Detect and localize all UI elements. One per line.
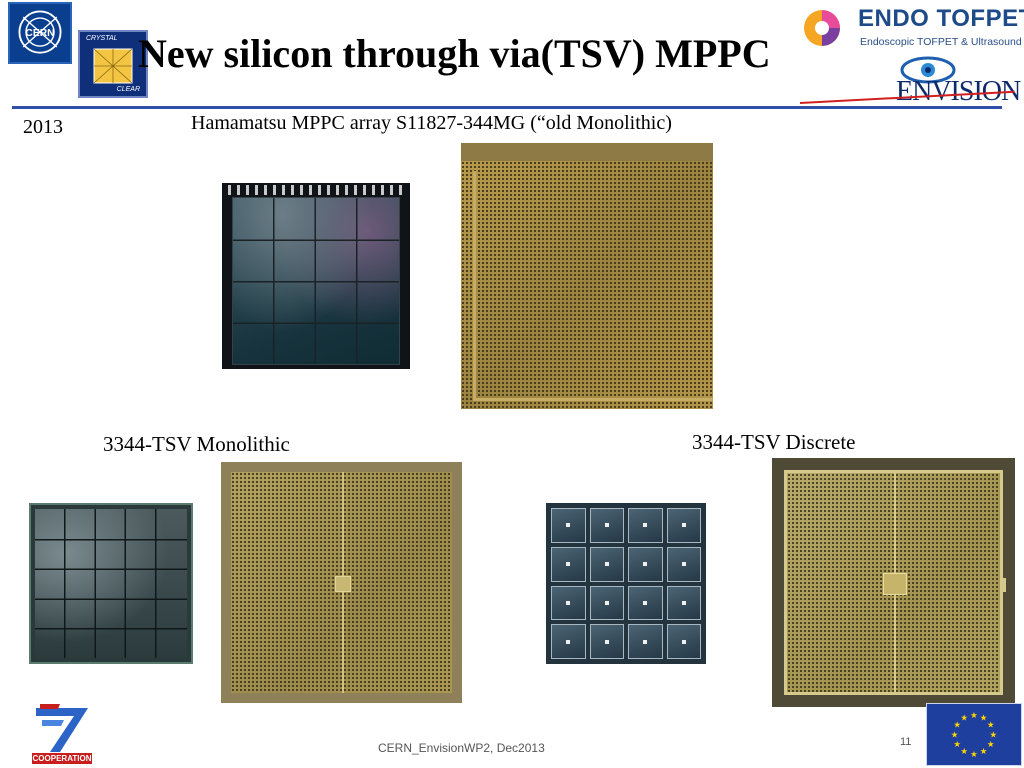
- discrete-cell: [666, 546, 701, 582]
- crystal-clear-top-text: CRYSTAL: [86, 35, 118, 42]
- crystal-icon: [93, 48, 133, 84]
- photo-tsv-discrete-closeup: [772, 458, 1015, 707]
- discrete-cell: [589, 546, 624, 582]
- discrete-cell: [551, 585, 586, 621]
- eu-star-icon: ★: [960, 746, 968, 756]
- page-number: 11: [900, 736, 912, 748]
- discrete-cell: [666, 624, 701, 659]
- envision-eye-icon: [900, 56, 956, 84]
- discrete-cell: [666, 585, 701, 621]
- eu-star-icon: ★: [970, 749, 978, 759]
- caption-tsv-monolithic: 3344-TSV Monolithic: [103, 432, 290, 456]
- discrete-cell: [589, 585, 624, 621]
- fp7-icon: [36, 704, 88, 752]
- closeup-side-tab: [1000, 578, 1006, 593]
- eu-star-icon: ★: [960, 713, 968, 723]
- caption-old-monolithic: Hamamatsu MPPC array S11827-344MG (“old …: [191, 112, 672, 134]
- discrete-cell: [628, 508, 663, 543]
- eu-star-icon: ★: [953, 739, 961, 749]
- array-die: [35, 509, 187, 658]
- eu-star-icon: ★: [989, 729, 997, 739]
- crystal-clear-logo: CRYSTAL CLEAR: [78, 30, 148, 98]
- discrete-cell: [589, 508, 624, 543]
- discrete-cell: [589, 624, 624, 659]
- year-label: 2013: [23, 116, 63, 138]
- eu-star-icon: ★: [980, 746, 988, 756]
- photo-tsv-monolithic-closeup: [221, 462, 462, 703]
- endo-tofpet-name: ENDO TOFPET US: [858, 5, 1024, 32]
- envision-logo: ENVISION: [888, 54, 1022, 108]
- fp7-cooperation-text: COOPERATION: [32, 753, 92, 764]
- photo-old-monolithic-array: [222, 183, 410, 369]
- discrete-cell: [666, 508, 701, 543]
- discrete-cell: [628, 624, 663, 659]
- discrete-cell: [628, 546, 663, 582]
- eu-star-icon: ★: [980, 713, 988, 723]
- discrete-cell: [551, 546, 586, 582]
- closeup-frame: [473, 171, 713, 401]
- endo-tofpet-subtitle: Endoscopic TOFPET & Ultrasound: [860, 36, 1022, 48]
- closeup-center-pad: [882, 572, 907, 595]
- array-die: [232, 197, 400, 365]
- closeup-edge-pads: [461, 147, 713, 157]
- cern-logo-icon: CERN: [18, 10, 62, 54]
- footer-text: CERN_EnvisionWP2, Dec2013: [378, 741, 545, 755]
- photo-old-monolithic-closeup: [461, 143, 713, 409]
- closeup-die: [784, 470, 1006, 695]
- discrete-grid: [551, 508, 701, 659]
- endo-tofpet-logo: ENDO TOFPET US Endoscopic TOFPET & Ultra…: [800, 2, 1024, 56]
- eu-star-icon: ★: [953, 720, 961, 730]
- cern-logo-text: CERN: [25, 28, 54, 39]
- eu-star-icon: ★: [987, 739, 995, 749]
- eu-star-icon: ★: [951, 729, 959, 739]
- caption-tsv-discrete: 3344-TSV Discrete: [692, 430, 856, 454]
- eu-stars-icon: ★ ★★★★★★★★★★★: [951, 710, 998, 759]
- photo-tsv-discrete-array: [546, 503, 706, 664]
- fp7-cooperation-logo: COOPERATION: [30, 700, 94, 766]
- discrete-cell: [551, 508, 586, 543]
- slide-title: New silicon through via(TSV) MPPC: [138, 31, 771, 76]
- endo-tofpet-icon: [804, 10, 840, 46]
- header-blue-rule: [12, 106, 1002, 109]
- crystal-clear-bottom-text: CLEAR: [116, 86, 140, 93]
- discrete-cell: [551, 624, 586, 659]
- closeup-center-pad: [334, 575, 351, 592]
- cern-logo: CERN: [8, 2, 72, 64]
- discrete-cell: [628, 585, 663, 621]
- eu-flag-logo: ★ ★ ★ ★ ★ ★ ★ ★ ★ ★ ★ ★: [926, 703, 1022, 766]
- eu-star-icon: ★: [970, 710, 978, 720]
- array-pins: [228, 185, 404, 195]
- eu-star-icon: ★: [987, 720, 995, 730]
- photo-tsv-monolithic-array: [29, 503, 193, 664]
